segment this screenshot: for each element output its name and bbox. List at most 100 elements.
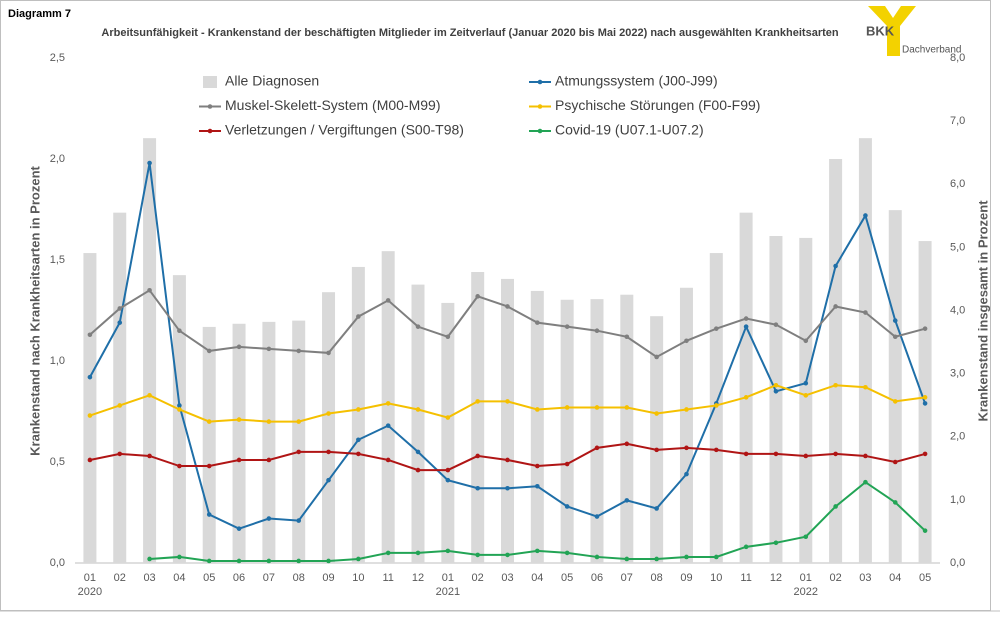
diagram-label: Diagramm 7 xyxy=(8,8,71,20)
line-point xyxy=(713,554,719,560)
line-point xyxy=(803,393,809,398)
legend-swatch-dot xyxy=(207,104,213,109)
line-point xyxy=(147,453,152,459)
line-point xyxy=(922,528,928,533)
line-point xyxy=(892,334,898,340)
line-point xyxy=(922,326,928,331)
line-point xyxy=(833,451,838,457)
line-point xyxy=(564,324,570,329)
x-tick-label: 04 xyxy=(531,572,543,584)
bar xyxy=(113,212,127,563)
line-point xyxy=(385,401,391,406)
line-point xyxy=(773,451,779,457)
x-tick-label: 03 xyxy=(143,572,155,584)
line-point xyxy=(535,407,540,412)
x-tick-label: 02 xyxy=(472,572,484,584)
line-point xyxy=(445,467,451,473)
line-point xyxy=(415,324,421,329)
line-point xyxy=(892,399,898,404)
line-point xyxy=(535,463,540,469)
y2-axis-title: Krankenstand insgesamt in Prozent xyxy=(975,200,990,422)
x-tick-label: 05 xyxy=(561,572,573,584)
bar xyxy=(709,253,723,563)
line-point xyxy=(594,405,600,410)
line-point xyxy=(624,556,630,562)
y-tick-label: 0,0 xyxy=(50,557,65,569)
line-point xyxy=(535,483,540,489)
line-point xyxy=(445,415,451,420)
line-point xyxy=(535,320,540,325)
line-point xyxy=(743,316,749,321)
line-point xyxy=(415,407,421,412)
legend-swatch-dot xyxy=(537,104,543,109)
bar xyxy=(202,326,216,563)
line-point xyxy=(624,405,630,410)
line-point xyxy=(445,548,451,554)
bar xyxy=(769,236,783,563)
line-point xyxy=(505,485,510,491)
line-point xyxy=(892,318,898,323)
line-point xyxy=(177,554,182,560)
bar xyxy=(620,294,634,563)
line-point xyxy=(236,417,242,422)
legend-label: Muskel-Skelett-System (M00-M99) xyxy=(225,97,441,113)
line-point xyxy=(236,526,242,531)
x-tick-label: 11 xyxy=(740,572,751,584)
x-tick-label: 05 xyxy=(919,572,931,584)
y-tick-label: 1,5 xyxy=(50,254,65,266)
line-point xyxy=(803,453,809,459)
y-tick-label: 1,0 xyxy=(50,355,65,367)
line-point xyxy=(654,354,659,360)
x-tick-label: 12 xyxy=(770,572,782,584)
line-point xyxy=(356,314,361,319)
line-point xyxy=(177,328,182,334)
line-point xyxy=(206,463,212,469)
line-point xyxy=(236,558,242,564)
legend-label: Psychische Störungen (F00-F99) xyxy=(555,97,760,113)
line-point xyxy=(713,403,719,408)
x-tick-label: 02 xyxy=(114,572,126,584)
line-point xyxy=(803,338,809,344)
line-point xyxy=(624,334,630,340)
x-tick-label: 02 xyxy=(829,572,841,584)
bar xyxy=(590,299,604,563)
line-point xyxy=(206,419,212,424)
line-point xyxy=(296,419,302,424)
line-point xyxy=(177,403,182,408)
bar xyxy=(471,271,485,563)
y-tick-label: 0,5 xyxy=(50,456,65,468)
line-point xyxy=(684,554,689,560)
line-point xyxy=(922,395,928,400)
line-point xyxy=(743,395,749,400)
legend-label: Alle Diagnosen xyxy=(225,73,319,89)
line-point xyxy=(117,320,123,325)
line-point xyxy=(863,453,868,459)
y2-tick-label: 7,0 xyxy=(950,115,965,127)
line-point xyxy=(624,441,630,447)
line-point xyxy=(475,453,480,459)
y2-tick-label: 1,0 xyxy=(950,494,965,506)
x-tick-label: 06 xyxy=(233,572,245,584)
line-point xyxy=(415,467,421,473)
legend-swatch-dot xyxy=(537,128,543,134)
bar xyxy=(232,323,246,563)
line-point xyxy=(356,437,361,443)
y-axis-title: Krankenstand nach Krankheitsarten in Pro… xyxy=(27,165,42,455)
line-point xyxy=(296,348,302,354)
y-tick-label: 2,5 xyxy=(50,52,65,64)
line-point xyxy=(147,556,152,562)
line-point xyxy=(266,516,272,521)
x-tick-label: 01 xyxy=(84,572,96,584)
line-point xyxy=(266,457,272,463)
bar xyxy=(679,287,693,563)
line-point xyxy=(654,447,659,453)
x-tick-label: 06 xyxy=(591,572,603,584)
line-point xyxy=(684,471,689,477)
line-point xyxy=(684,338,689,344)
line-point xyxy=(296,558,302,564)
bar xyxy=(83,253,97,563)
line-point xyxy=(326,558,331,564)
line-point xyxy=(803,534,809,540)
bar xyxy=(322,292,336,563)
